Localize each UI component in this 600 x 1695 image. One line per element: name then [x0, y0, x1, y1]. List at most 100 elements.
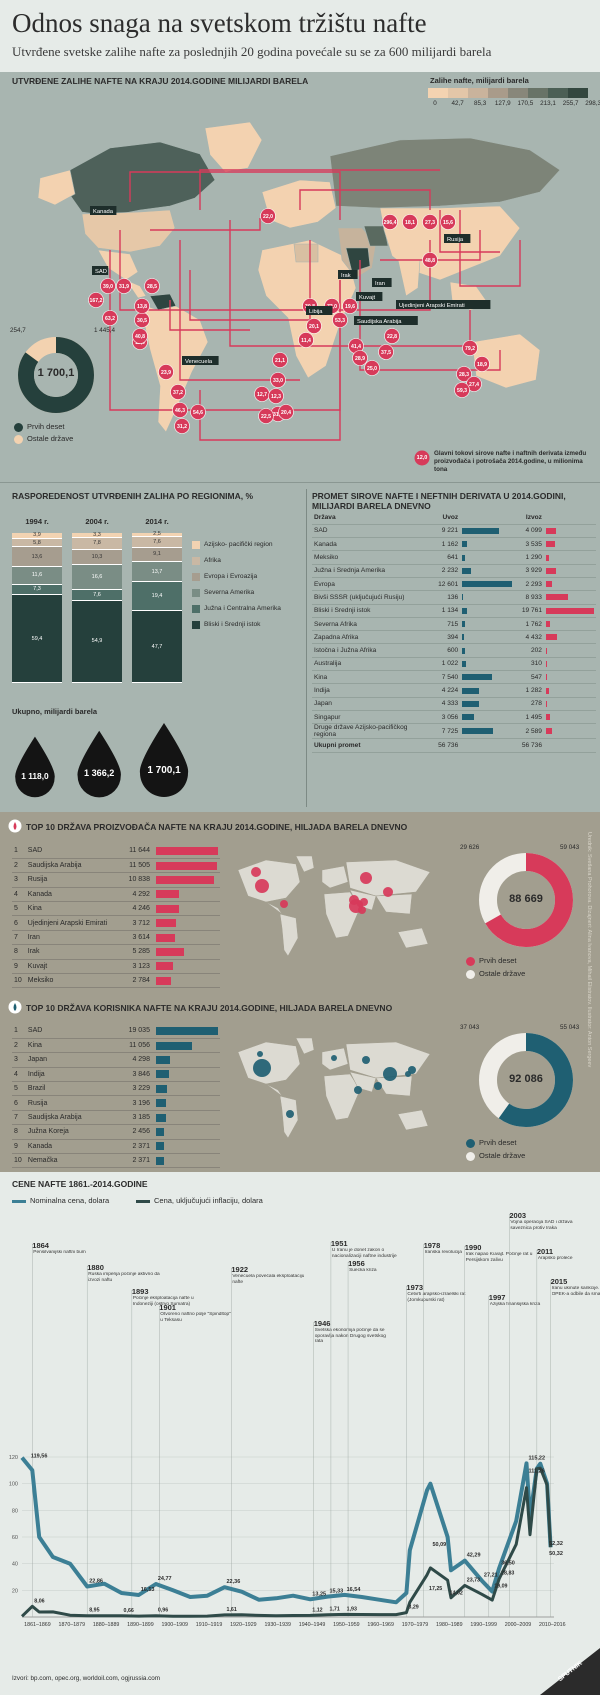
flow-value: 37,5 — [381, 350, 391, 356]
map-bubble — [362, 1056, 370, 1064]
bar-cell — [151, 1067, 220, 1083]
country-label: Libija — [309, 309, 323, 315]
flow-value: 22,5 — [261, 414, 271, 420]
page-subtitle: Utvrđene svetske zalihe nafte za posledn… — [12, 44, 492, 59]
year-label: 1994 r. — [25, 517, 49, 526]
flow-marker: 15,6 — [440, 214, 456, 230]
rank-number: 6 — [12, 915, 26, 931]
nominal-value-label: 8,95 — [89, 1608, 99, 1614]
export-bar-cell — [543, 604, 596, 618]
country-cell: Singapur — [312, 710, 427, 725]
stack-segment: 54,9 — [72, 601, 122, 683]
nominal-value-label: 19,09 — [494, 1584, 507, 1590]
header: Odnos snaga na svetskom tržištu nafte Ut… — [0, 0, 600, 72]
stack-segment: 59,4 — [12, 595, 62, 683]
scale-tick: 42,7 — [451, 100, 464, 107]
export-bar — [545, 554, 550, 561]
side-credit-wrap: Urednik: Svetlana Prohorova. Dizajneri: … — [583, 832, 593, 1152]
value-cell: 19 035 — [116, 1024, 152, 1039]
flow-marker: 31,2 — [174, 418, 190, 434]
country-cell: Bivši SSSR (uključujući Rusiju) — [312, 590, 427, 605]
legend-label: Ostale države — [479, 969, 526, 978]
col-import-bar — [460, 511, 515, 525]
real-value-label: 15,33 — [329, 1589, 343, 1595]
scale-step — [548, 88, 568, 98]
bar-cell — [151, 1095, 220, 1111]
flow-value: 41,4 — [351, 344, 361, 350]
country-name: Meksiko — [25, 973, 117, 989]
x-tick: 1980–1989 — [436, 1622, 463, 1628]
export-bar — [545, 567, 556, 574]
bar-cell — [151, 1139, 220, 1155]
event-text: Suecka kriza — [349, 1268, 377, 1273]
country-tag: Kuvajt — [356, 292, 383, 301]
real-value-label: 22,86 — [89, 1579, 103, 1585]
map-bubble — [354, 1086, 362, 1094]
bar-cell — [151, 1110, 220, 1126]
segment-value: 7,8 — [93, 540, 101, 547]
value-cell: 5 285 — [116, 944, 152, 960]
value-cell: 10 838 — [116, 872, 152, 888]
col-import: Uvoz — [426, 511, 461, 525]
country-label: Venecuela — [185, 359, 213, 365]
reserves-donut-total: 1 700,1 — [37, 367, 75, 379]
export-bar-cell — [543, 537, 596, 552]
flow-value: 20,4 — [281, 410, 291, 416]
bar-cell — [151, 915, 220, 931]
section-divider — [306, 489, 307, 807]
bar-cell — [151, 901, 220, 917]
import-bar-cell — [460, 723, 515, 740]
country-cell: Druge države Azijsko-pacifičkog regiona — [312, 723, 427, 740]
red-swatch-icon — [466, 956, 475, 966]
value-cell: 4 298 — [116, 1052, 152, 1068]
consumers-heading: TOP 10 DRŽAVA KORISNIKA NAFTE NA KRAJU 2… — [26, 1003, 393, 1013]
oil-drop: 1 366,2 — [74, 729, 124, 799]
bar-cell — [151, 1024, 220, 1039]
land-mexico — [97, 249, 139, 281]
trade-row: Severna Afrika 715 1 762 — [312, 617, 596, 632]
bar-cell — [151, 1081, 220, 1097]
trade-row: Istočna i Južna Afrika 600 202 — [312, 643, 596, 658]
export-cell: 1 290 — [514, 550, 544, 565]
flow-marker: 30,5 — [134, 312, 150, 328]
stack-segment: 11,6 — [12, 567, 62, 585]
scale-tick: 0 — [433, 100, 437, 107]
reserves-scale-ticks: 0 42,7 85,3 127,9 170,5 213,1 255,7 298,3 — [424, 100, 600, 110]
flow-marker: 12,7 — [254, 386, 270, 402]
nominal-value-label: 28,83 — [501, 1571, 514, 1577]
value-cell: 11 505 — [116, 858, 152, 874]
col-export: Izvoz — [514, 511, 544, 525]
flow-legend-value: 12,0 — [416, 455, 428, 461]
segment-value: 3,9 — [33, 532, 41, 539]
flow-value: 33,0 — [273, 378, 283, 384]
country-label: Irak — [341, 273, 351, 279]
country-name: Indija — [25, 1067, 117, 1083]
flow-marker: 33,0 — [270, 372, 286, 388]
scale-step — [508, 88, 528, 98]
scale-tick: 170,5 — [517, 100, 534, 107]
legend-label: Prvih deset — [479, 1138, 517, 1147]
import-bar-cell — [460, 617, 515, 632]
rank-number: 7 — [12, 930, 26, 946]
value-bar — [155, 1142, 164, 1151]
flow-marker: 53,3 — [332, 312, 348, 328]
real-value-label: 50,32 — [549, 1551, 563, 1557]
white-swatch-icon — [466, 1151, 475, 1161]
rank-number: 3 — [12, 872, 26, 888]
export-bar-cell — [543, 590, 596, 605]
country-name: Južna Koreja — [25, 1124, 117, 1140]
flow-value: 30,5 — [137, 318, 147, 324]
import-cell: 1 134 — [426, 604, 461, 618]
import-bar-cell — [460, 710, 515, 725]
consumers-table: 1 SAD 19 035 2 Kina 11 056 3 Japan 4 298 4 Indija 3… — [12, 1024, 220, 1169]
country-cell: Istočna i Južna Afrika — [312, 643, 427, 658]
country-name: Irak — [25, 944, 117, 960]
export-bar — [545, 700, 547, 707]
import-bar — [462, 660, 467, 667]
trade-header-row: Država Uvoz Izvoz — [312, 511, 596, 525]
rank-number: 1 — [12, 844, 26, 859]
scale-tick: 298,3 — [585, 100, 600, 107]
rank-number: 10 — [12, 973, 26, 989]
